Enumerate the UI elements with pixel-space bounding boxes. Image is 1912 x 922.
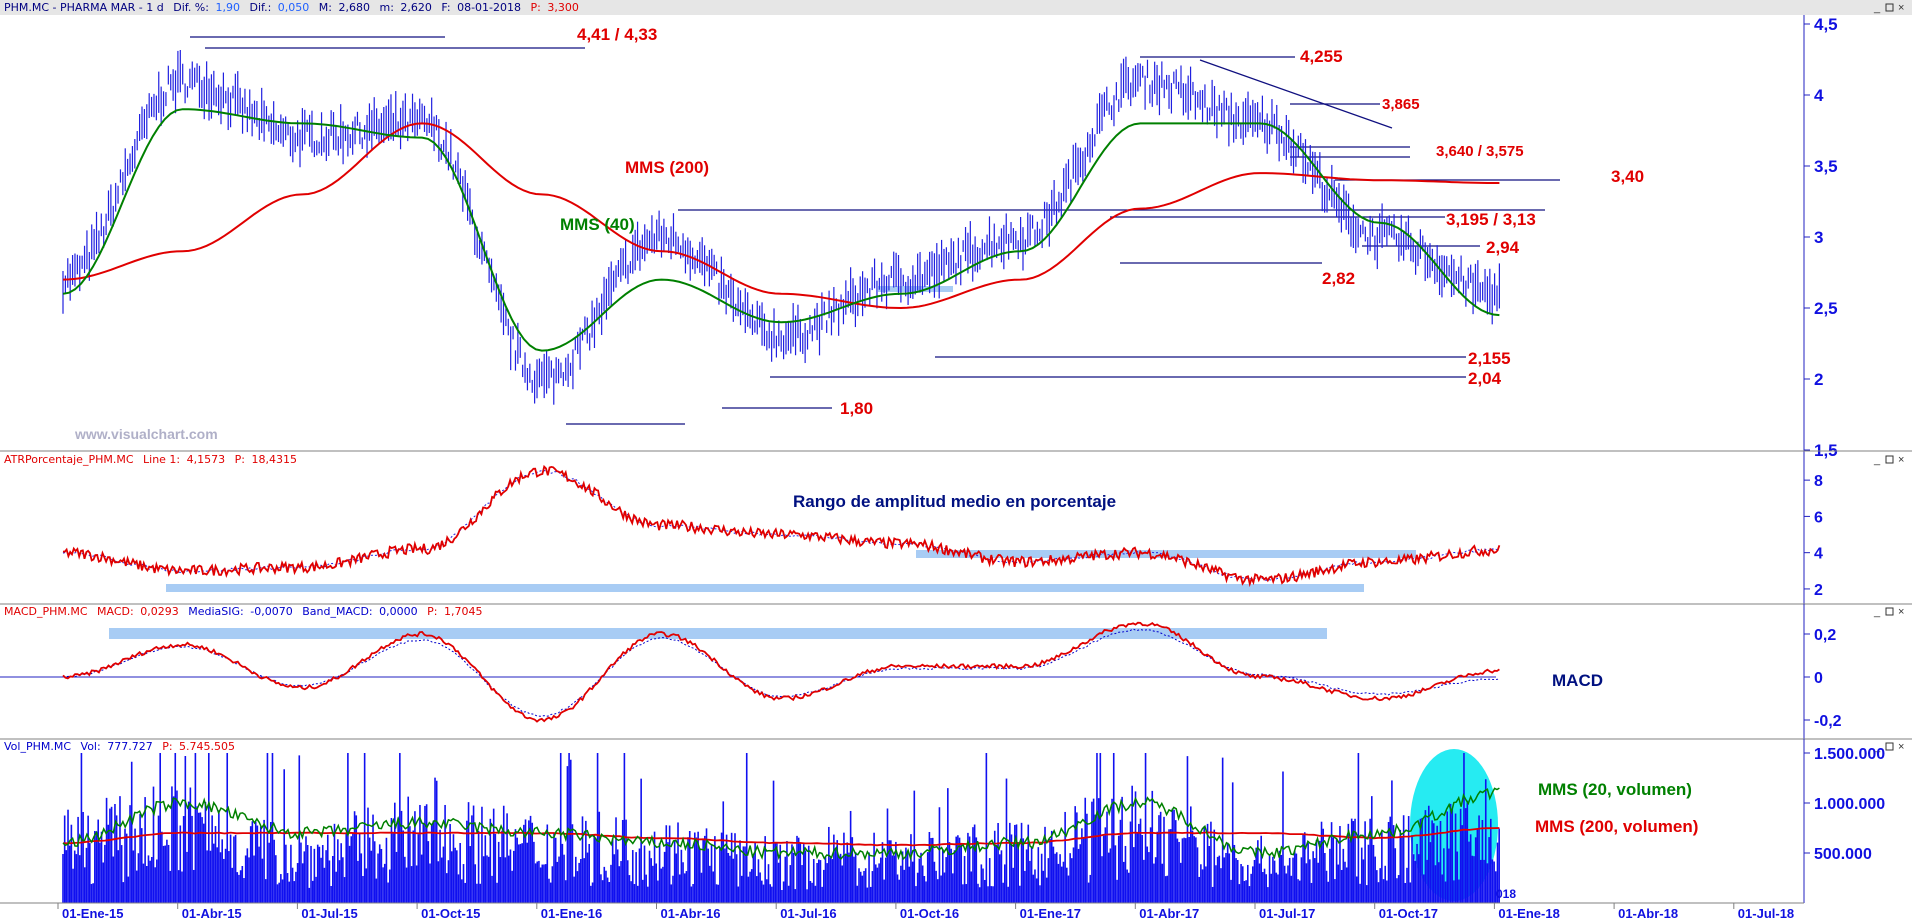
x-tick-label: 01-Jul-18 (1738, 906, 1794, 921)
volume-sma20-line (62, 787, 1500, 861)
atr-title: Rango de amplitud medio en porcentaje (793, 492, 1116, 511)
y-tick-label: 3,5 (1814, 157, 1838, 176)
x-tick-label: 01-Abr-17 (1139, 906, 1199, 921)
maximize-icon[interactable] (1885, 3, 1894, 12)
macd-line (62, 621, 1500, 723)
y-tick-label: 6 (1814, 509, 1823, 526)
annotation-204: 2,04 (1468, 369, 1502, 388)
macd-signal-line (62, 628, 1500, 717)
y-tick-label: -0,2 (1814, 713, 1842, 730)
x-tick-label: 01-Abr-18 (1618, 906, 1678, 921)
y-tick-label: 4 (1814, 86, 1824, 105)
sma200-line (62, 122, 1500, 310)
volume-cut-label: 018 (1496, 887, 1516, 901)
x-tick-label: 01-Jul-15 (301, 906, 357, 921)
x-tick-label: 01-Ene-17 (1020, 906, 1081, 921)
price-y-axis: 4,543,532,521,5 (1804, 15, 1838, 460)
macd-pane: MACD_PHM.MC MACD: 0,0293 MediaSIG: -0,00… (0, 604, 1912, 740)
volume-header: Vol_PHM.MC Vol: 777.727 P: 5.745.505 (4, 740, 235, 753)
macd-y-axis: 0,2 0 -0,2 (1804, 627, 1842, 730)
annotation-3195: 3,195 / 3,13 (1446, 210, 1536, 229)
y-tick-label: 500.000 (1814, 846, 1872, 863)
y-tick-label: 1.000.000 (1814, 796, 1885, 813)
y-tick-label: 2,5 (1814, 299, 1838, 318)
price-pane: PHM.MC - PHARMA MAR - 1 d Dif. %: 1,90 D… (0, 0, 1912, 460)
x-tick-label: 01-Ene-18 (1498, 906, 1559, 921)
close-icon[interactable]: × (1898, 606, 1904, 618)
annotation-340: 3,40 (1611, 167, 1644, 186)
annotation-294: 2,94 (1486, 238, 1520, 257)
minimize-icon[interactable]: _ (1873, 606, 1881, 618)
annotation-3640: 3,640 / 3,575 (1436, 143, 1524, 160)
macd-header: MACD_PHM.MC MACD: 0,0293 MediaSIG: -0,00… (4, 605, 482, 618)
atr-line (62, 464, 1501, 588)
annotation-180: 1,80 (840, 399, 873, 418)
annotation-4255: 4,255 (1300, 47, 1343, 66)
volume-bars-highlight (1411, 753, 1499, 903)
x-tick-label: 01-Ene-16 (541, 906, 602, 921)
volume-sma200-line (63, 827, 1500, 847)
maximize-icon[interactable] (1885, 742, 1894, 751)
close-icon[interactable]: × (1898, 741, 1904, 753)
y-tick-label: 2 (1814, 582, 1823, 599)
maximize-icon[interactable] (1885, 607, 1894, 616)
y-tick-label: 1.500.000 (1814, 746, 1885, 763)
y-tick-label: 0,2 (1814, 627, 1836, 644)
x-tick-label: 01-Jul-17 (1259, 906, 1315, 921)
annotation-441-433: 4,41 / 4,33 (577, 25, 657, 44)
y-tick-label: 0 (1814, 670, 1823, 687)
macd-band (109, 628, 1327, 639)
sma40-label: MMS (40) (560, 215, 635, 234)
annotation-282: 2,82 (1322, 269, 1355, 288)
macd-window-controls[interactable]: _ × (1873, 606, 1904, 618)
x-tick-label: 01-Oct-17 (1379, 906, 1438, 921)
minimize-icon[interactable]: _ (1873, 2, 1881, 14)
volume-y-axis: 1.500.000 1.000.000 500.000 (1804, 746, 1885, 863)
minimize-icon[interactable]: _ (1873, 454, 1881, 466)
price-bars (62, 50, 1501, 405)
volume-pane: Vol_PHM.MC Vol: 777.727 P: 5.745.505 _ ×… (4, 739, 1904, 903)
volume-window-controls[interactable]: _ × (1873, 741, 1904, 753)
x-tick-label: 01-Ene-15 (62, 906, 123, 921)
price-header: PHM.MC - PHARMA MAR - 1 d Dif. %: 1,90 D… (4, 1, 579, 14)
x-tick-label: 01-Abr-15 (182, 906, 242, 921)
sma40-line (62, 108, 1500, 352)
price-symbol: PHM.MC - PHARMA MAR - 1 d (4, 1, 164, 14)
close-icon[interactable]: × (1898, 454, 1904, 466)
volume-sma200-label: MMS (200, volumen) (1535, 817, 1698, 836)
y-tick-label: 2 (1814, 370, 1823, 389)
x-tick-label: 01-Oct-15 (421, 906, 480, 921)
y-tick-label: 3 (1814, 228, 1823, 247)
close-icon[interactable]: × (1898, 2, 1904, 14)
annotation-2155: 2,155 (1468, 349, 1511, 368)
x-tick-label: 01-Jul-16 (780, 906, 836, 921)
x-tick-label: 01-Oct-16 (900, 906, 959, 921)
maximize-icon[interactable] (1885, 455, 1894, 464)
y-tick-label: 4,5 (1814, 15, 1838, 34)
volume-bars (62, 753, 1500, 903)
atr-y-axis: 8 6 4 2 (1804, 473, 1823, 599)
atr-header: ATRPorcentaje_PHM.MC Line 1: 4,1573 P: 1… (4, 453, 297, 466)
volume-sma20-label: MMS (20, volumen) (1538, 780, 1692, 799)
y-tick-label: 8 (1814, 473, 1823, 490)
trend-line-down (1199, 59, 1393, 129)
atr-pane: ATRPorcentaje_PHM.MC Line 1: 4,1573 P: 1… (0, 452, 1912, 605)
atr-band-lower (166, 584, 1364, 592)
x-tick-label: 01-Abr-16 (661, 906, 721, 921)
atr-window-controls[interactable]: _ × (1873, 454, 1904, 466)
watermark: www.visualchart.com (74, 426, 218, 442)
y-tick-label: 4 (1814, 546, 1823, 563)
annotation-3865: 3,865 (1382, 96, 1420, 113)
minimize-icon[interactable]: _ (1873, 741, 1881, 753)
price-header-bar (0, 0, 1912, 15)
price-window-controls[interactable]: _ × (1873, 2, 1904, 14)
atr-signal-line (62, 469, 1500, 582)
sma200-label: MMS (200) (625, 158, 709, 177)
macd-title: MACD (1552, 671, 1603, 690)
time-axis: 01-Ene-15 01-Abr-15 01-Jul-15 01-Oct-15 01-E… (0, 902, 1804, 921)
